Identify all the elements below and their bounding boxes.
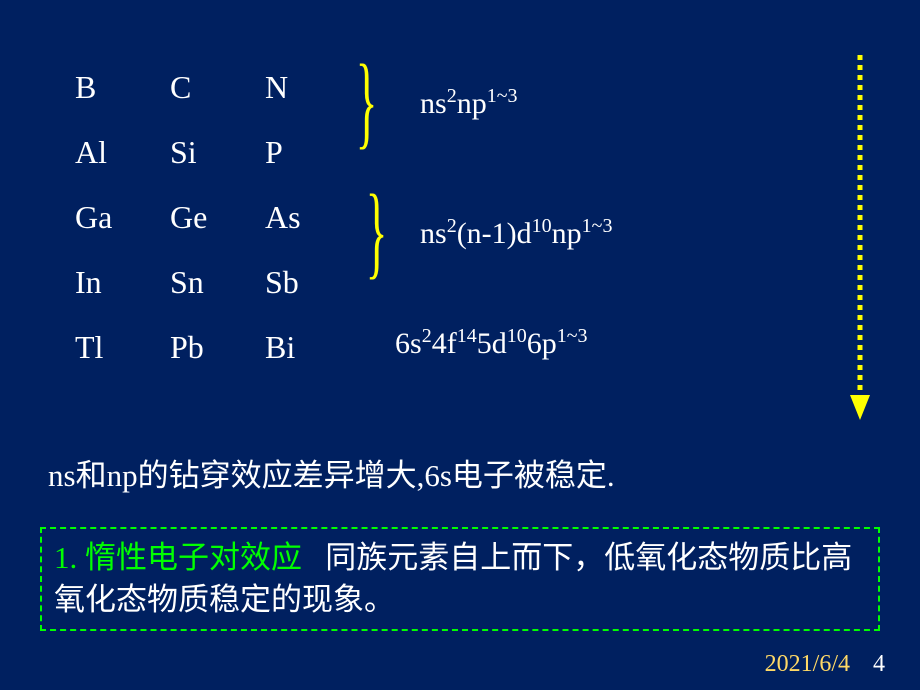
element-cell: Sn [170,264,265,301]
formula-1: ns2np1~3 [420,85,518,121]
element-cell: As [265,199,360,236]
element-cell: Pb [170,329,265,366]
formula-part: ns [420,87,447,120]
formula-part: ns [420,217,447,250]
formula-sup: 2 [447,85,457,107]
summary-text: ns和np的钻穿效应差异增大,6s电子被稳定. [48,450,615,495]
formula-sup: 10 [507,325,527,347]
formula-sup: 2 [447,215,457,237]
element-cell: Tl [75,329,170,366]
element-cell: B [75,69,170,106]
element-cell: Bi [265,329,360,366]
table-row: In Sn Sb [75,250,360,315]
bracket-icon: } [356,42,378,160]
bracket-icon: } [366,172,388,290]
definition-term: 惰性电子对效应 [85,540,302,575]
formula-part: (n-1)d [457,217,532,250]
element-cell: Al [75,134,170,171]
page-number: 4 [873,651,885,678]
formula-2: ns2(n-1)d10np1~3 [420,215,613,251]
table-row: Tl Pb Bi [75,315,360,380]
formula-3: 6s24f145d106p1~3 [395,325,588,361]
element-cell: Ge [170,199,265,236]
down-arrow-icon [845,55,875,420]
formula-sup: 2 [422,325,432,347]
formula-part: np [457,87,487,120]
element-cell: In [75,264,170,301]
formula-part: 5d [477,327,507,360]
element-cell: C [170,69,265,106]
date-label: 2021/6/4 [765,651,850,678]
formula-sup: 14 [457,325,477,347]
element-cell: N [265,69,360,106]
table-row: B C N [75,55,360,120]
formula-part: 6p [527,327,557,360]
element-cell: Sb [265,264,360,301]
table-row: Al Si P [75,120,360,185]
table-row: Ga Ge As [75,185,360,250]
formula-sup: 1~3 [557,325,588,347]
element-table: B C N Al Si P Ga Ge As In Sn Sb Tl Pb Bi [75,55,360,380]
formula-part: 6s [395,327,422,360]
formula-sup: 1~3 [582,215,613,237]
element-cell: Ga [75,199,170,236]
formula-sup: 10 [532,215,552,237]
definition-number: 1. [54,540,77,575]
element-cell: Si [170,134,265,171]
formula-part: 4f [432,327,457,360]
formula-sup: 1~3 [487,85,518,107]
definition-box: 1. 惰性电子对效应 同族元素自上而下，低氧化态物质比高氧化态物质稳定的现象。 [40,527,880,631]
element-cell: P [265,134,360,171]
formula-part: np [552,217,582,250]
